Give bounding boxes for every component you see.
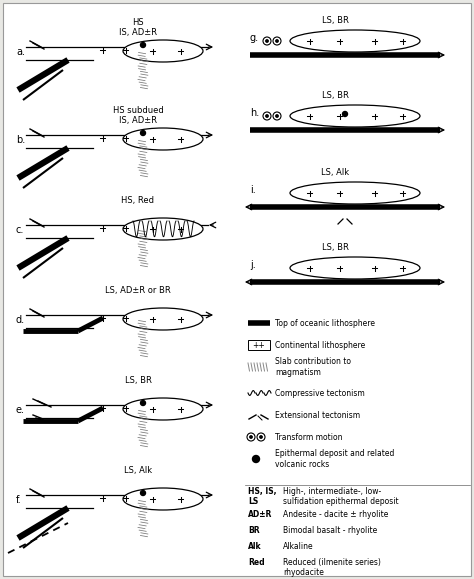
Text: ++: ++ bbox=[253, 340, 265, 350]
FancyBboxPatch shape bbox=[248, 340, 270, 350]
Text: LS, BR: LS, BR bbox=[321, 243, 348, 252]
Text: i.: i. bbox=[250, 185, 256, 195]
Ellipse shape bbox=[290, 30, 420, 52]
Ellipse shape bbox=[123, 128, 203, 150]
Text: HS
IS, AD±R: HS IS, AD±R bbox=[119, 18, 157, 38]
Text: Slab contribution to
magmatism: Slab contribution to magmatism bbox=[275, 357, 351, 377]
Text: h.: h. bbox=[250, 108, 259, 118]
Text: HS, Red: HS, Red bbox=[121, 196, 155, 205]
Text: Top of oceanic lithosphere: Top of oceanic lithosphere bbox=[275, 318, 375, 328]
Text: Continental lithosphere: Continental lithosphere bbox=[275, 340, 365, 350]
Ellipse shape bbox=[123, 488, 203, 510]
Circle shape bbox=[266, 40, 268, 42]
Text: Epithermal deposit and related
volcanic rocks: Epithermal deposit and related volcanic … bbox=[275, 449, 394, 468]
Text: j.: j. bbox=[250, 260, 256, 270]
Text: LS, Alk: LS, Alk bbox=[321, 168, 349, 177]
Text: g.: g. bbox=[250, 33, 259, 43]
Ellipse shape bbox=[123, 398, 203, 420]
Text: BR: BR bbox=[248, 526, 260, 535]
Circle shape bbox=[250, 436, 252, 438]
Text: d.: d. bbox=[16, 315, 25, 325]
Text: Transform motion: Transform motion bbox=[275, 433, 343, 442]
Ellipse shape bbox=[123, 40, 203, 62]
Text: Extensional tectonism: Extensional tectonism bbox=[275, 411, 360, 420]
Text: Compressive tectonism: Compressive tectonism bbox=[275, 389, 365, 398]
Text: Andesite - dacite ± rhyolite: Andesite - dacite ± rhyolite bbox=[283, 510, 388, 519]
Text: f.: f. bbox=[16, 495, 22, 505]
Text: Alkaline: Alkaline bbox=[283, 542, 314, 551]
Text: LS, BR: LS, BR bbox=[321, 16, 348, 25]
Ellipse shape bbox=[290, 257, 420, 279]
Circle shape bbox=[260, 436, 262, 438]
Text: High-, intermediate-, low-
sulfidation epithermal deposit: High-, intermediate-, low- sulfidation e… bbox=[283, 487, 399, 507]
Text: Bimodal basalt - rhyolite: Bimodal basalt - rhyolite bbox=[283, 526, 377, 535]
Ellipse shape bbox=[290, 182, 420, 204]
Circle shape bbox=[276, 115, 278, 117]
Text: b.: b. bbox=[16, 135, 25, 145]
Circle shape bbox=[140, 401, 146, 405]
Text: Red: Red bbox=[248, 558, 264, 567]
Text: LS, BR: LS, BR bbox=[321, 91, 348, 100]
Circle shape bbox=[140, 490, 146, 496]
Circle shape bbox=[140, 42, 146, 47]
Text: Alk: Alk bbox=[248, 542, 262, 551]
Text: LS, AD±R or BR: LS, AD±R or BR bbox=[105, 286, 171, 295]
Circle shape bbox=[266, 115, 268, 117]
Ellipse shape bbox=[123, 308, 203, 330]
Text: AD±R: AD±R bbox=[248, 510, 273, 519]
Circle shape bbox=[276, 40, 278, 42]
Circle shape bbox=[140, 130, 146, 135]
Ellipse shape bbox=[290, 105, 420, 127]
Text: a.: a. bbox=[16, 47, 25, 57]
Text: LS, BR: LS, BR bbox=[125, 376, 151, 385]
Text: e.: e. bbox=[16, 405, 25, 415]
Text: HS subdued
IS, AD±R: HS subdued IS, AD±R bbox=[113, 106, 164, 126]
Text: HS, IS,
LS: HS, IS, LS bbox=[248, 487, 276, 507]
Circle shape bbox=[253, 456, 259, 463]
Text: LS, Alk: LS, Alk bbox=[124, 466, 152, 475]
Circle shape bbox=[343, 112, 347, 116]
Text: c.: c. bbox=[16, 225, 24, 235]
Text: Reduced (ilmenite series)
rhyodacite: Reduced (ilmenite series) rhyodacite bbox=[283, 558, 381, 577]
Ellipse shape bbox=[123, 218, 203, 240]
